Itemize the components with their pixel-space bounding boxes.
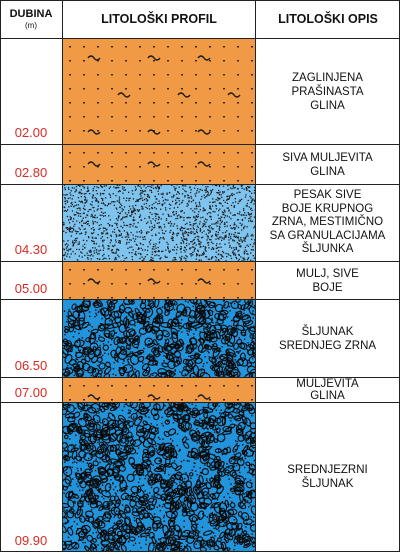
description-line: ŠLJUNAK (301, 478, 354, 490)
layer-description: ŠLJUNAK SREDNJEG ZRNA (255, 300, 400, 377)
description-header-title: LITOLOŠKI OPIS (278, 12, 378, 26)
description-line: MULJEVITA (296, 378, 359, 390)
description-line: PRAŠINASTA (291, 85, 364, 98)
description-line: GLINA (310, 165, 345, 178)
description-line: ŠLJUNKA (301, 243, 354, 256)
profile-column-header: LITOLOŠKI PROFIL (63, 0, 255, 38)
depth-header-unit: (m) (25, 20, 37, 30)
clay-texture (69, 152, 253, 182)
description-line: BOJE (312, 281, 343, 294)
description-line: ZAGLINJENA (292, 71, 363, 84)
depth-column-header: DUBINA (m) (0, 0, 62, 38)
depth-label: 07.00 (14, 385, 48, 400)
description-line: MULJ, SIVE (296, 267, 359, 280)
depth-label: 04.30 (14, 242, 48, 257)
layer-description: ZAGLINJENA PRAŠINASTA GLINA (255, 39, 400, 144)
clay-texture (69, 269, 253, 299)
depth-label: 05.00 (14, 281, 48, 296)
layer-3-fill (63, 261, 255, 299)
clay-texture (69, 46, 253, 135)
description-line: SIVA MULJEVITA (282, 151, 373, 164)
profile-header-title: LITOLOŠKI PROFIL (101, 12, 217, 26)
sand-texture (63, 184, 255, 261)
depth-header-title: DUBINA (9, 7, 53, 20)
description-line: ŠLJUNAK (301, 325, 354, 338)
description-line: BOJE KRUPNOG (281, 202, 374, 215)
description-line: GLINA (310, 99, 345, 112)
depth-label: 02.00 (14, 125, 48, 140)
layer-description: PESAK SIVE BOJE KRUPNOG ZRNA, MESTIMIČNO… (255, 185, 400, 261)
layer-0-fill (63, 38, 255, 144)
description-line: SREDNJEZRNI (287, 464, 368, 476)
layer-description: SIVA MULJEVITA GLINA (255, 145, 400, 184)
clay-texture (69, 385, 253, 401)
layer-1-fill (63, 144, 255, 184)
description-line: PESAK SIVE (293, 189, 362, 202)
description-line: SREDNJEG ZRNA (278, 339, 377, 352)
gravel-texture (63, 402, 255, 551)
layer-description: SREDNJEZRNI ŠLJUNAK (255, 403, 400, 551)
description-line: SA GRANULACIJAMA (269, 229, 386, 242)
depth-label: 06.50 (14, 358, 48, 373)
description-line: ZRNA, MESTIMIČNO (271, 216, 384, 229)
layer-description: MULJ, SIVE BOJE (255, 262, 400, 299)
layer-description: MULJEVITA GLINA (255, 378, 400, 402)
gravel-texture (63, 299, 255, 377)
depth-label: 02.80 (14, 165, 48, 180)
description-line: GLINA (310, 390, 345, 402)
description-column-header: LITOLOŠKI OPIS (256, 0, 400, 38)
depth-label: 09.90 (14, 533, 48, 548)
